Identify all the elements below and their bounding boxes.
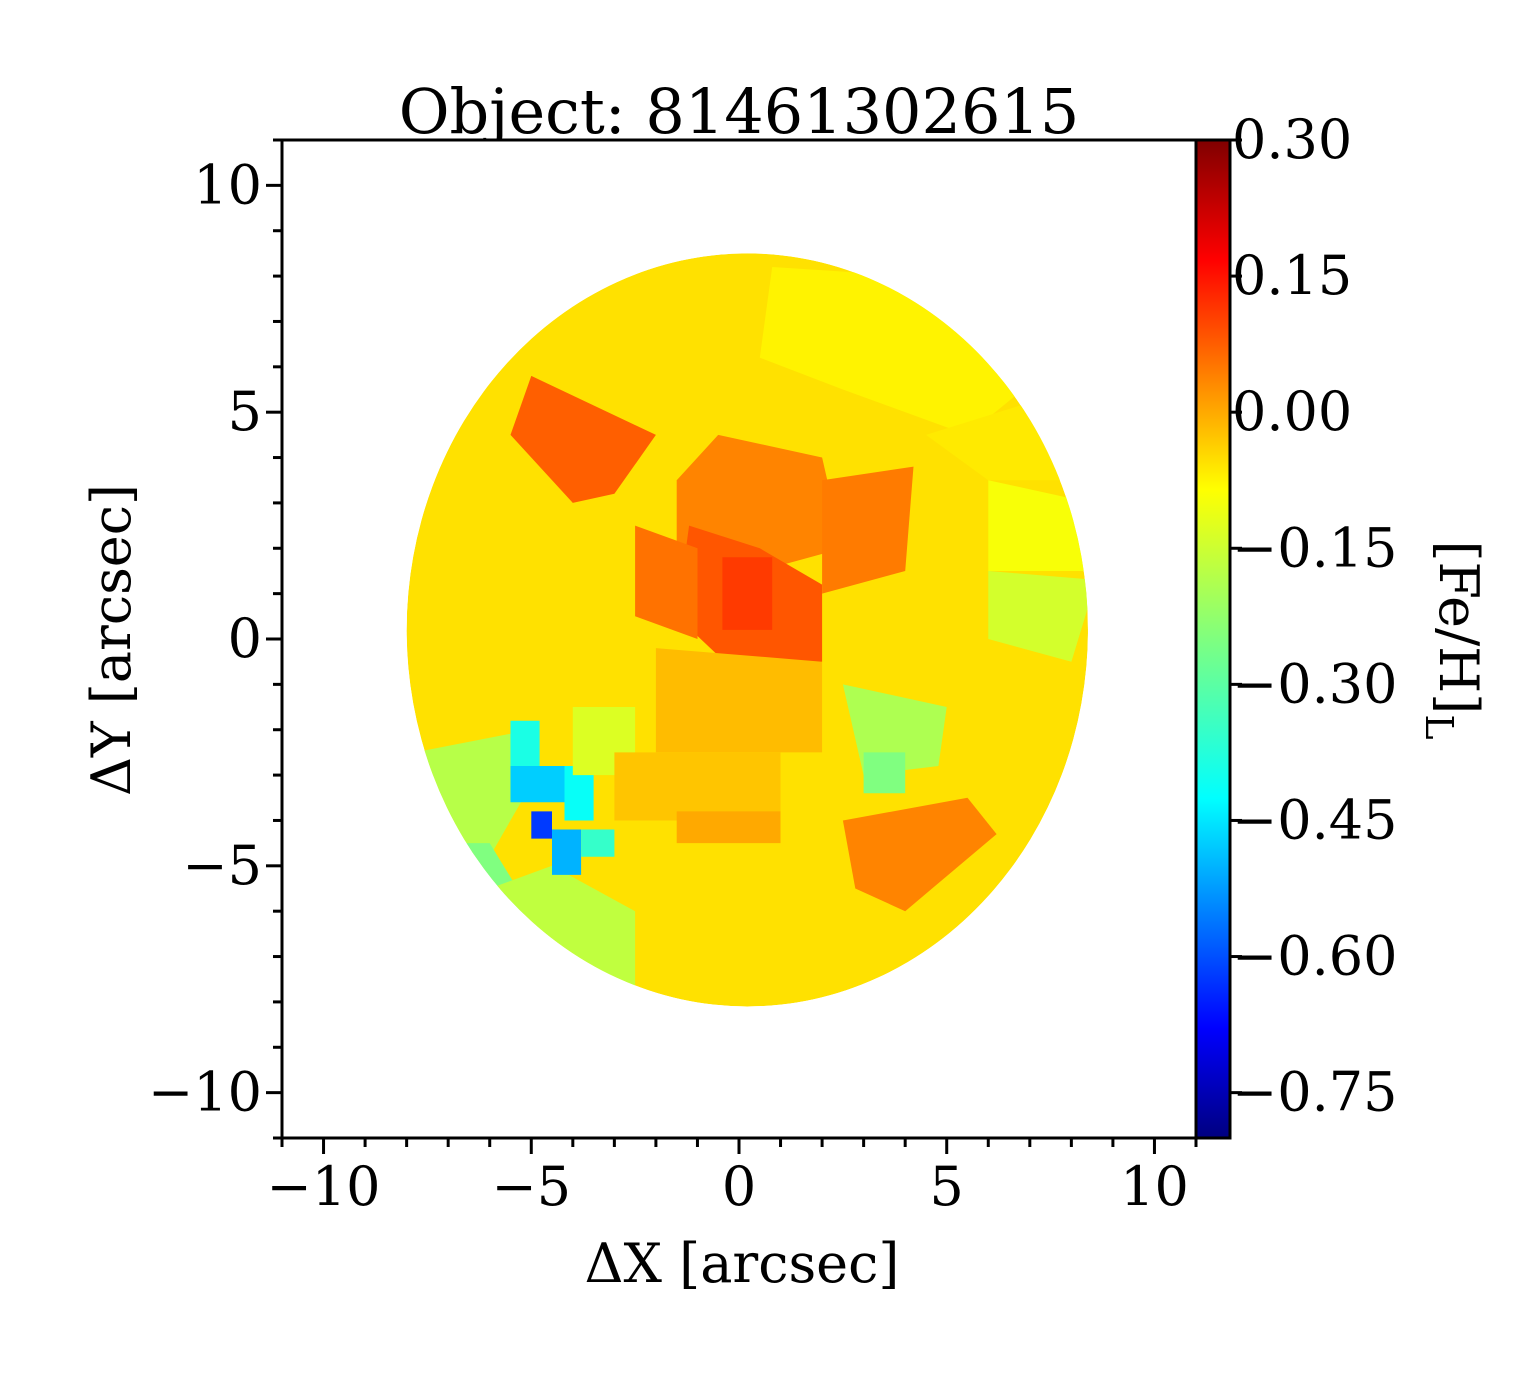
y-axis: −10 −5 0 5 10 (148, 138, 282, 1140)
map-region-2 (759, 267, 1051, 435)
colorbar-tick-label: −0.60 (1232, 925, 1397, 988)
map-region-8 (842, 797, 997, 912)
metallicity-map (406, 253, 1088, 1007)
colorbar-label-main: [Fe/H] (1427, 540, 1490, 714)
svg-text:[Fe/H]L: [Fe/H]L (1417, 540, 1490, 739)
colorbar-tick-label: −0.45 (1232, 788, 1397, 851)
y-tick-label: −10 (148, 1061, 262, 1124)
map-region-12 (510, 720, 540, 766)
map-region-21 (722, 557, 773, 630)
colorbar-tick-label: 0.30 (1232, 108, 1352, 171)
colorbar-tick-label: −0.15 (1232, 516, 1397, 579)
chart-title: Object: 81461302615 (399, 75, 1080, 148)
map-region-25 (614, 752, 781, 821)
map-region-14 (531, 811, 552, 839)
colorbar-label: [Fe/H]L (1417, 540, 1490, 739)
y-tick-label: 0 (228, 607, 262, 670)
colorbar-tick-label: 0.15 (1232, 244, 1352, 307)
x-tick-label: 5 (930, 1155, 964, 1218)
map-region-24 (655, 648, 823, 753)
colorbar-tick-label: 0.00 (1232, 380, 1352, 443)
map-region-13 (510, 766, 565, 803)
map-region-15 (552, 829, 582, 875)
x-tick-label: 0 (722, 1155, 756, 1218)
x-axis-label: ΔX [arcsec] (585, 1232, 900, 1295)
colorbar-tick-label: −0.75 (1232, 1061, 1397, 1124)
x-tick-label: −10 (267, 1155, 381, 1218)
colorbar-tick-label: −0.30 (1232, 652, 1397, 715)
y-tick-label: 10 (193, 153, 262, 216)
colorbar-gradient (1194, 138, 1232, 1140)
map-region-7 (863, 752, 906, 794)
y-tick-label: 5 (228, 380, 262, 443)
map-region-1 (510, 375, 656, 503)
colorbar: 0.30 0.15 0.00 −0.15 −0.30 −0.45 −0.60 −0.75 [F… (1194, 108, 1490, 1140)
colorbar-label-sub: L (1417, 714, 1461, 739)
x-tick-label: 10 (1120, 1155, 1189, 1218)
y-axis-label: ΔY [arcsec] (80, 484, 143, 796)
map-region-11 (489, 865, 636, 1002)
map-region-26 (676, 811, 781, 844)
x-tick-label: −5 (491, 1155, 571, 1218)
y-tick-label: −5 (182, 834, 262, 897)
map-region-16 (564, 766, 594, 821)
map-region-22 (635, 525, 698, 639)
map-region-17 (581, 829, 615, 857)
map-region-23 (822, 466, 914, 594)
x-axis: −10 −5 0 5 10 (267, 1138, 1198, 1218)
map-region-5 (988, 571, 1088, 662)
